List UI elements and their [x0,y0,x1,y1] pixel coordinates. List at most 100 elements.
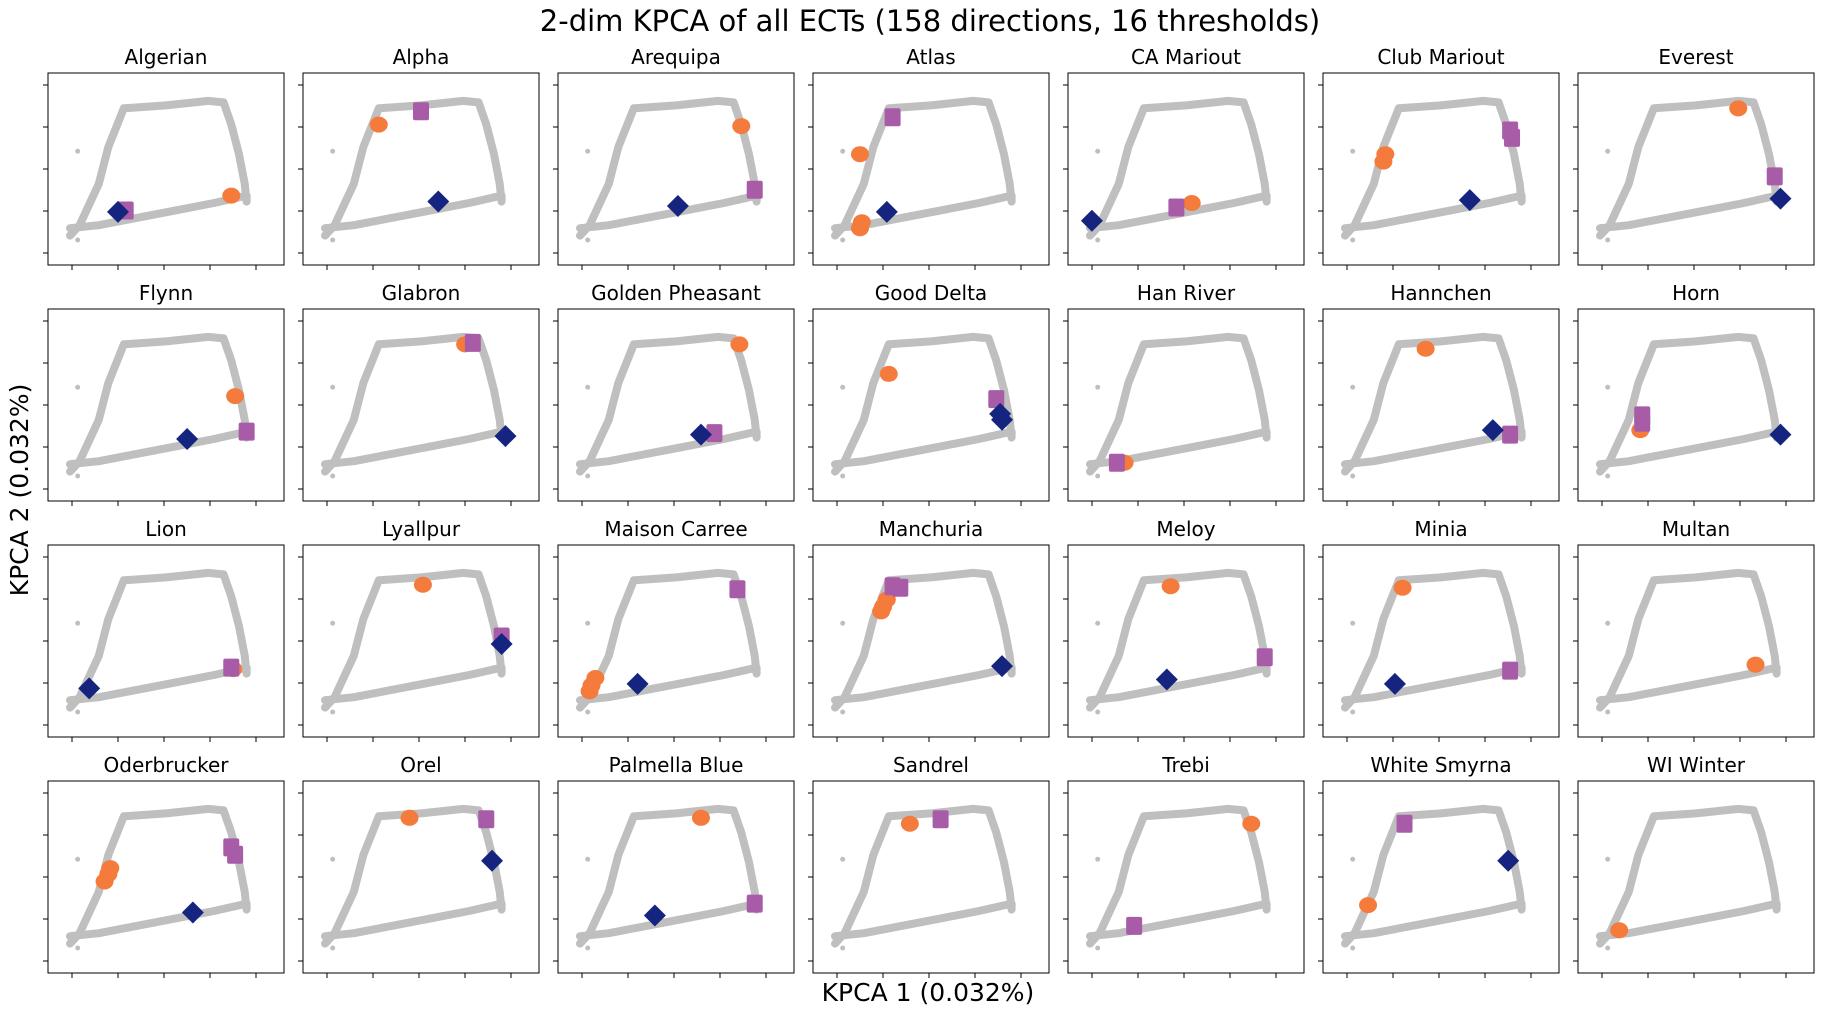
background-point [75,148,81,154]
background-trajectory [1086,568,1271,712]
x-axis-label: KPCA 1 (0.032%) [822,978,1035,1007]
navy-marker [176,428,199,451]
purple-marker [1256,648,1273,667]
panel-title: Everest [1658,45,1733,69]
navy-marker [1769,187,1792,210]
purple-marker [464,333,481,352]
panel-minia: Minia [1318,517,1560,742]
panel-trebi: Trebi [1063,753,1305,978]
background-trajectory [831,568,1016,712]
background-trajectory [321,568,506,712]
panel-good-delta: Good Delta [808,281,1050,506]
background-point [330,384,336,390]
panel-title: Lyallpur [382,517,461,541]
orange-marker [1161,578,1180,595]
panel-white-smyrna: White Smyrna [1318,753,1560,978]
background-trajectory [576,804,761,948]
background-point [840,148,846,154]
background-trajectory [1596,332,1781,476]
navy-marker [1769,423,1792,446]
background-point [585,709,591,715]
background-point [1095,945,1101,951]
background-point [840,856,846,862]
background-point [1350,473,1356,479]
background-trajectory [66,96,251,240]
navy-marker [107,200,129,223]
background-trajectory [831,804,1016,948]
navy-marker [181,901,204,924]
panel-arequipa: Arequipa [553,45,795,270]
background-point [585,945,591,951]
background-point [1350,945,1356,951]
background-point [1095,473,1101,479]
background-point [585,620,591,626]
panel-orel: Orel [298,753,540,978]
panel-title: Good Delta [875,281,987,305]
background-point [330,237,336,243]
panel-flynn: Flynn [43,281,285,506]
panel-club-mariout: Club Mariout [1318,45,1560,270]
purple-marker [1502,661,1519,680]
background-trajectory [831,96,1016,240]
background-point [1350,237,1356,243]
orange-marker [691,809,710,826]
panel-title: CA Mariout [1131,45,1241,69]
purple-marker [1126,916,1143,935]
orange-marker [580,683,599,700]
panel-title: Alpha [393,45,450,69]
panel-title: Horn [1672,281,1720,305]
background-point [1350,384,1356,390]
background-point [1350,148,1356,154]
navy-marker [991,655,1014,678]
panel-title: Lion [145,517,187,541]
background-point [1095,856,1101,862]
background-point [1095,384,1101,390]
navy-marker [643,904,666,927]
purple-marker [413,102,429,121]
purple-marker [1502,425,1519,444]
purple-marker [1396,814,1413,833]
background-point [75,237,81,243]
background-point [75,945,81,951]
background-point [840,384,846,390]
panel-multan: Multan [1573,517,1815,742]
panel-title: Hannchen [1390,281,1491,305]
background-point [1605,237,1611,243]
navy-marker [1080,209,1103,232]
panel-manchuria: Manchuria [808,517,1050,742]
panel-glabron: Glabron [298,281,540,506]
panel-title: Sandrel [893,753,969,777]
orange-marker [413,576,432,593]
navy-marker [481,849,504,872]
navy-marker [1481,419,1504,442]
background-point [1350,856,1356,862]
panel-palmella-blue: Palmella Blue [553,753,795,978]
orange-marker [879,365,898,382]
panel-title: Flynn [139,281,193,305]
purple-marker [892,578,909,597]
orange-marker [850,146,869,163]
panel-title: WI Winter [1647,753,1746,777]
background-point [75,709,81,715]
background-point [1605,473,1611,479]
background-point [1350,620,1356,626]
panel-oderbrucker: Oderbrucker [43,753,285,978]
orange-marker [1729,100,1748,117]
orange-marker [400,809,419,826]
navy-marker [666,195,689,217]
background-trajectory [1086,96,1271,240]
panel-title: Palmella Blue [609,753,744,777]
background-point [1605,620,1611,626]
background-point [75,856,81,862]
orange-marker [95,873,114,890]
background-point [840,620,846,626]
panel-title: Manchuria [879,517,984,541]
background-trajectory [1341,804,1526,948]
purple-marker [1108,453,1125,472]
purple-marker [932,810,949,829]
navy-marker [1497,849,1520,872]
navy-marker [494,425,517,448]
purple-marker [238,422,255,441]
background-point [330,945,336,951]
